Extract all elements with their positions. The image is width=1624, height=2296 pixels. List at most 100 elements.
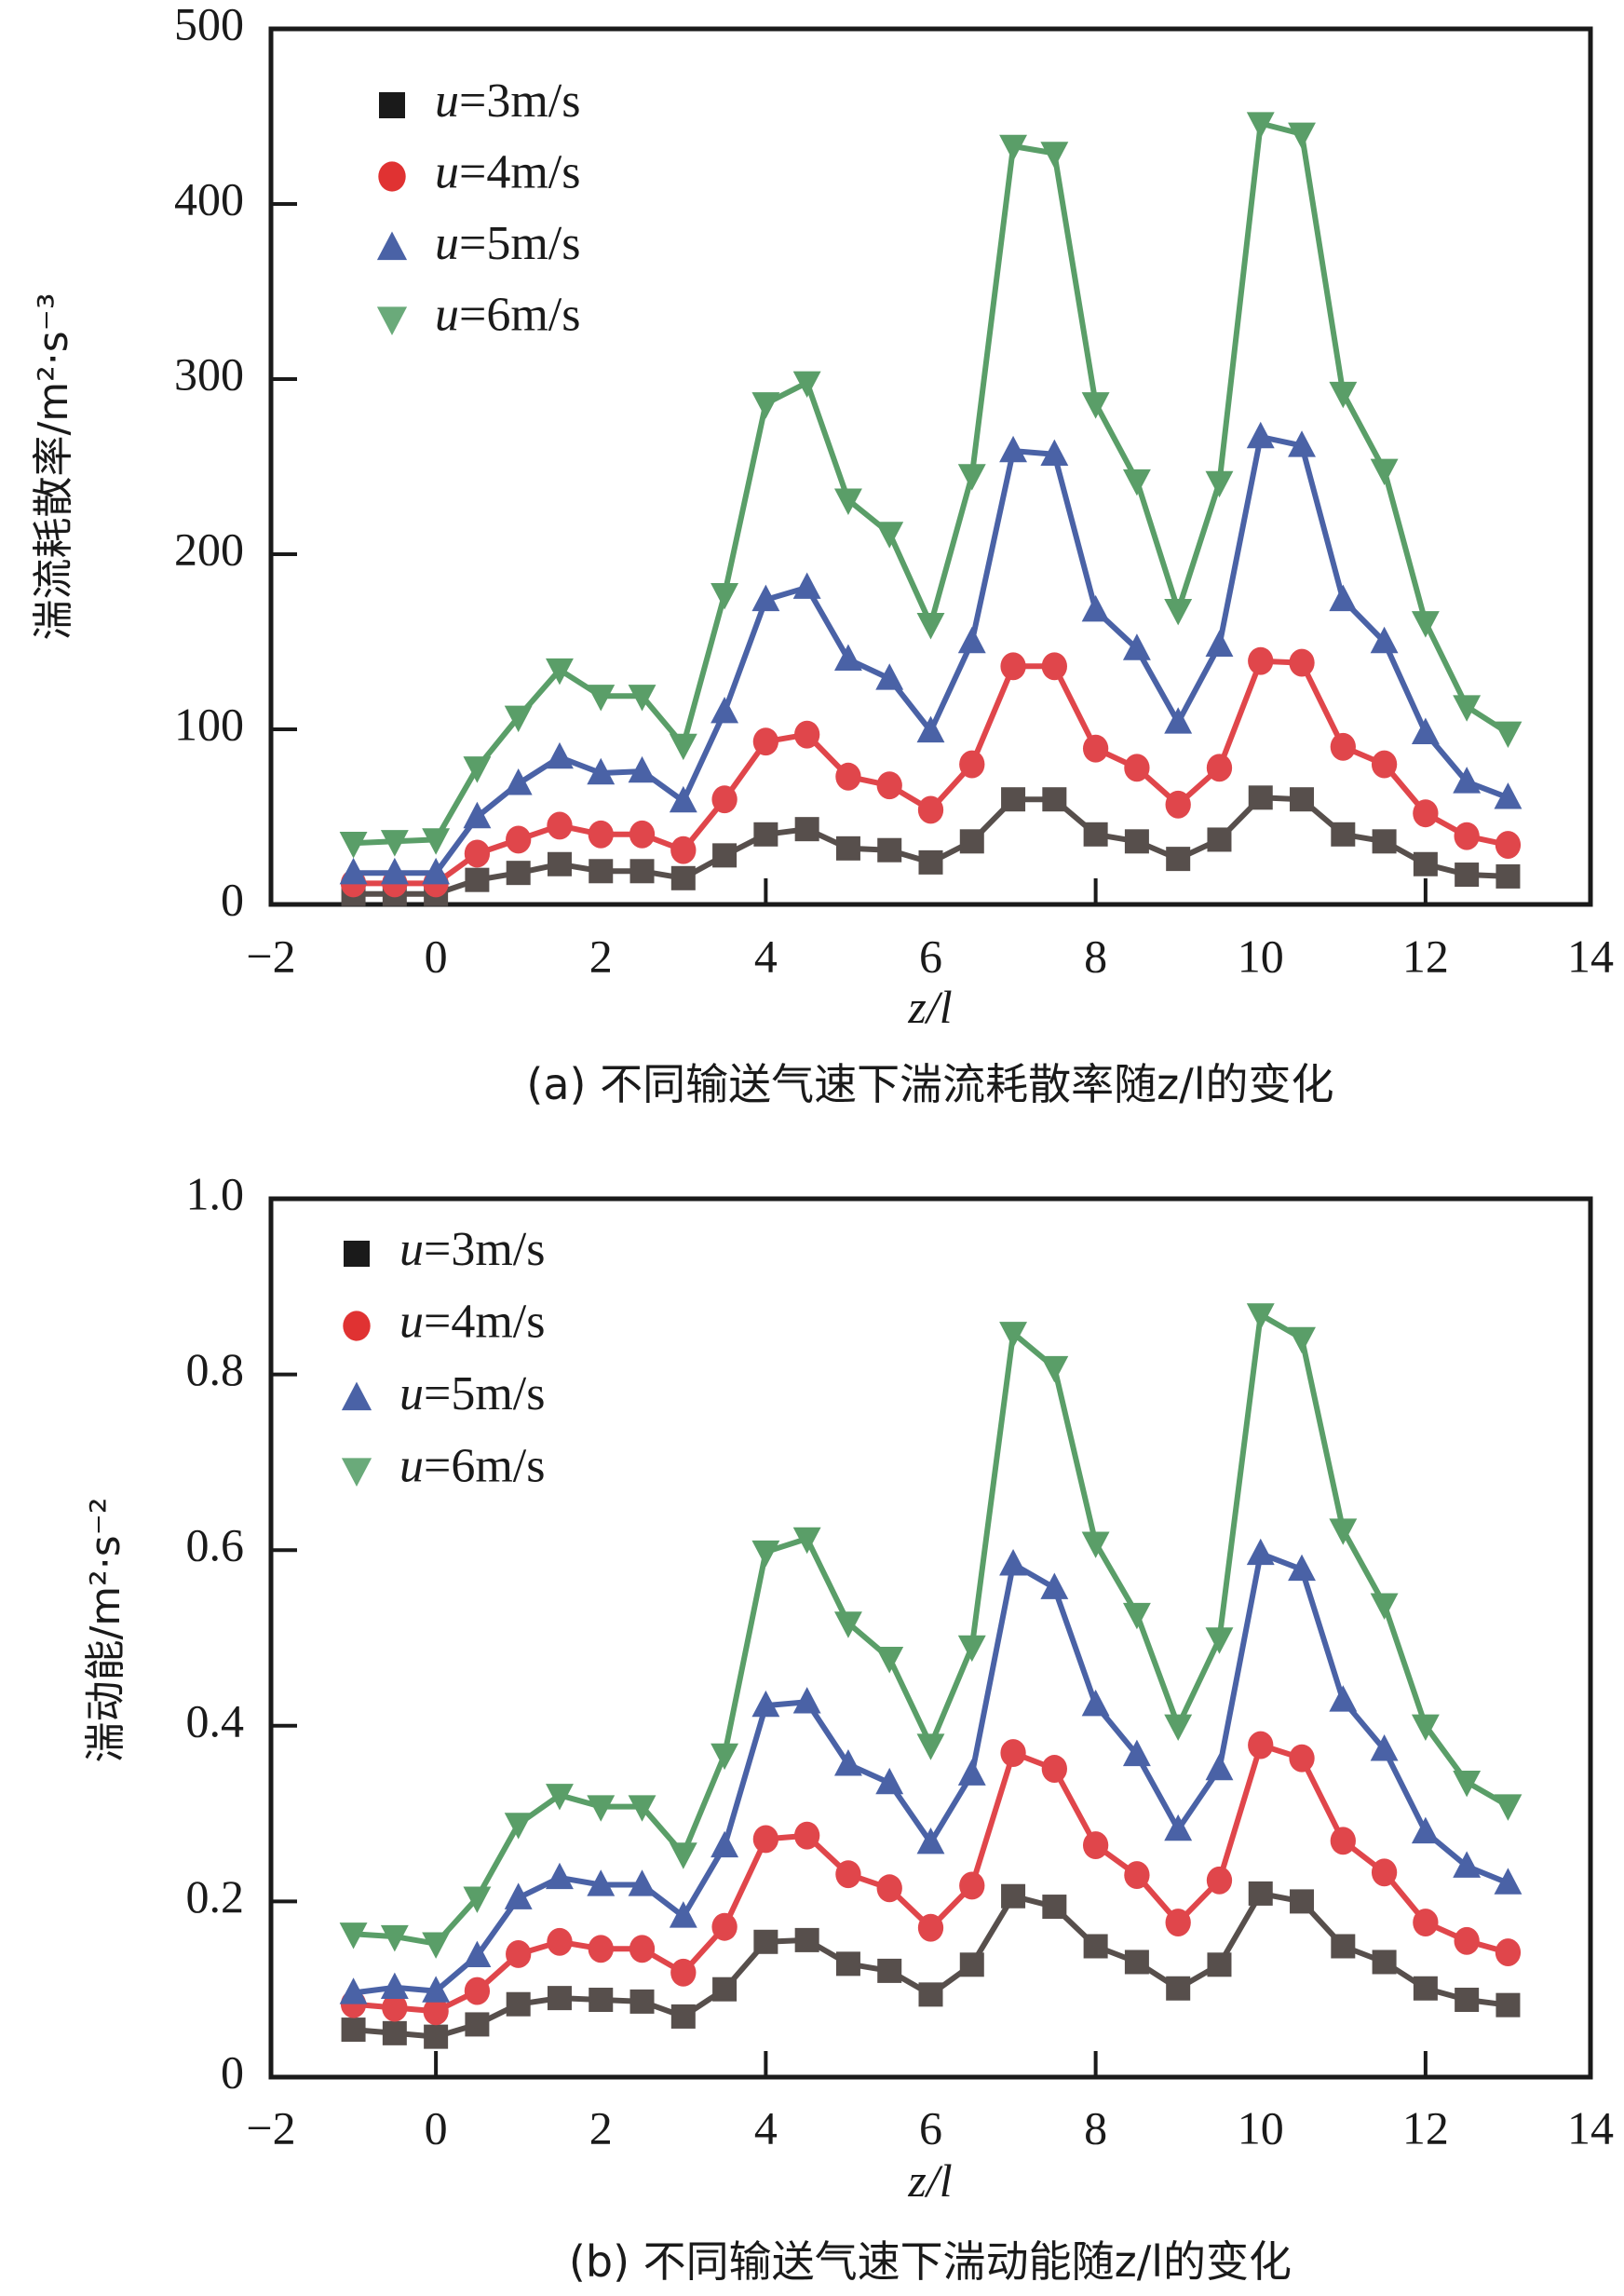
data-point [1411, 717, 1440, 744]
data-point [339, 1922, 368, 1950]
data-point [1000, 1739, 1026, 1767]
legend-marker-square [379, 92, 405, 118]
data-point [957, 1759, 986, 1786]
data-point [629, 1989, 655, 2014]
data-point [1371, 750, 1398, 779]
data-point [1413, 1976, 1438, 2001]
data-point [710, 583, 739, 610]
data-point [1165, 1909, 1191, 1936]
chart-b-caption: (b) 不同输送气速下湍动能随z/l的变化 [569, 2236, 1292, 2287]
data-point [628, 755, 656, 783]
data-point [1454, 1926, 1480, 1955]
data-point [1040, 142, 1069, 169]
data-point [959, 750, 985, 779]
data-point [463, 1940, 492, 1968]
x-tick-label: 6 [919, 2101, 942, 2153]
data-point [875, 663, 904, 690]
data-point [1164, 598, 1193, 626]
chart-b-legend: u=3m/s u=4m/s u=5m/s u=6m/s [341, 1223, 545, 1492]
data-point [833, 1749, 862, 1776]
data-point [835, 1951, 860, 1977]
data-point [833, 1611, 862, 1638]
data-point [1453, 767, 1482, 794]
data-point [382, 2020, 407, 2045]
data-point [1124, 829, 1149, 854]
data-point [504, 705, 533, 733]
data-point [422, 1976, 451, 2003]
data-point [1495, 831, 1522, 860]
data-point [670, 865, 696, 890]
data-point [1122, 1602, 1151, 1630]
legend-item: u=6m/s [376, 288, 580, 341]
data-point [339, 832, 368, 859]
data-point [1411, 1714, 1440, 1742]
x-tick-label: 14 [1567, 930, 1614, 982]
data-point [1246, 1303, 1275, 1330]
data-point [1205, 470, 1234, 498]
data-point [957, 1635, 986, 1663]
data-point [792, 1527, 821, 1555]
data-point [1207, 827, 1232, 852]
data-point [835, 836, 860, 861]
chart-a-legend: u=3m/s u=4m/s u=5m/s u=6m/s [376, 75, 580, 341]
data-point [1081, 392, 1110, 419]
data-point [1248, 1881, 1273, 1906]
x-tick-label: 2 [589, 2101, 613, 2153]
data-point [1372, 1950, 1397, 1975]
data-point [833, 488, 862, 515]
data-point [506, 1991, 531, 2017]
data-point [669, 1901, 697, 1928]
chart-a-caption: (a) 不同输送气速下湍流耗散率随z/l的变化 [526, 1059, 1333, 1109]
data-point [1370, 458, 1399, 486]
data-point [422, 828, 451, 855]
data-point [1042, 1895, 1067, 1920]
data-point [1041, 1755, 1067, 1783]
x-tick-label: 10 [1238, 2101, 1284, 2153]
data-point [916, 715, 945, 743]
legend-item: u=3m/s [379, 75, 580, 128]
data-point [1494, 1794, 1522, 1821]
data-point [833, 644, 862, 671]
data-point [587, 1795, 616, 1822]
y-tick-label: 100 [174, 698, 244, 750]
data-point [423, 1997, 449, 2026]
y-tick-label: 1.0 [186, 1167, 245, 1219]
y-tick-label: 0.6 [186, 1519, 245, 1571]
data-point [999, 1322, 1028, 1349]
data-point [999, 435, 1028, 463]
data-point [959, 1871, 985, 1900]
y-tick-label: 300 [174, 347, 244, 400]
data-point [1288, 430, 1316, 457]
data-point [547, 811, 573, 840]
data-point [916, 1733, 945, 1760]
chart-a-series [339, 112, 1522, 906]
x-tick-label: 14 [1567, 2101, 1614, 2153]
data-point [751, 392, 780, 419]
x-tick-label: 2 [589, 930, 613, 982]
data-point [1370, 1734, 1399, 1761]
data-point [588, 820, 614, 849]
data-point [669, 733, 697, 761]
legend-marker-triangle-down [376, 306, 408, 335]
legend-item: u=5m/s [376, 217, 580, 270]
data-point [1246, 1538, 1275, 1566]
series-circle [340, 1731, 1522, 2026]
data-point [1288, 122, 1316, 150]
y-tick-label: 200 [174, 523, 244, 575]
data-point [1124, 754, 1150, 782]
data-point [628, 685, 656, 712]
data-point [918, 849, 943, 875]
legend-marker-triangle-up [341, 1381, 372, 1411]
data-point [752, 1825, 779, 1854]
data-point [792, 371, 821, 399]
data-point [547, 1927, 573, 1956]
data-point [1040, 439, 1069, 467]
data-point [587, 757, 616, 785]
data-point [1164, 1814, 1193, 1841]
data-point [628, 1795, 656, 1822]
data-point [1124, 1950, 1149, 1975]
data-point [1040, 1355, 1069, 1383]
data-point [1206, 754, 1233, 782]
data-point [1329, 584, 1358, 612]
